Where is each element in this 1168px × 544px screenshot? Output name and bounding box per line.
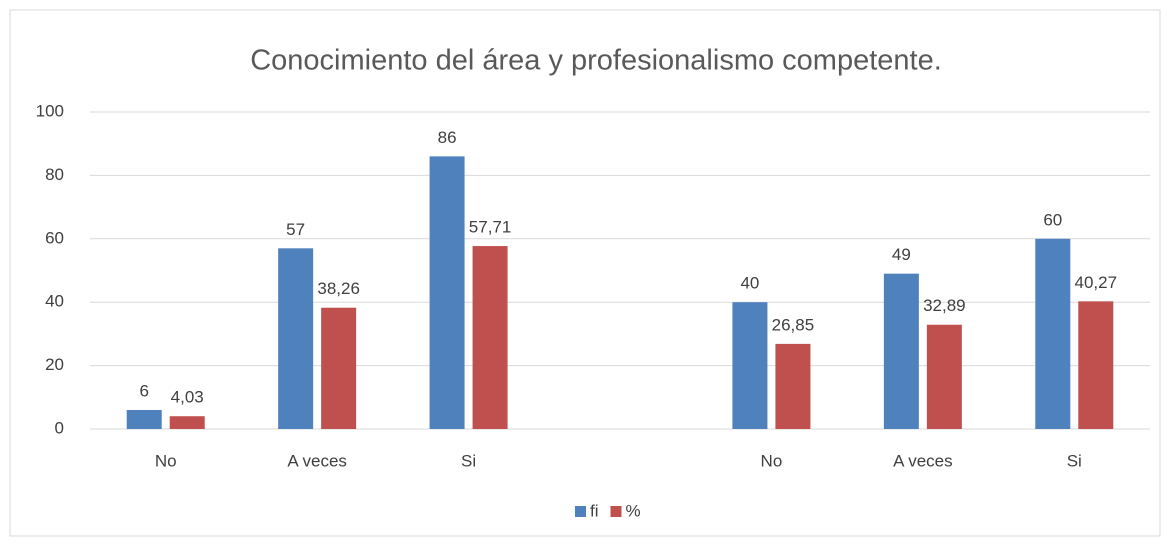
x-tick-label: Si — [1067, 451, 1082, 470]
y-tick-label: 80 — [45, 165, 64, 184]
y-tick-label: 100 — [36, 101, 64, 120]
data-label: 86 — [438, 128, 457, 147]
x-tick-label: A veces — [287, 451, 347, 470]
bar — [472, 246, 508, 429]
data-label: 6 — [139, 381, 148, 400]
chart-border — [9, 9, 1161, 537]
bar — [1035, 238, 1071, 429]
data-label: 57 — [286, 220, 305, 239]
bar — [169, 416, 205, 429]
legend-swatch — [610, 506, 622, 517]
chart-title: Conocimiento del área y profesionalismo … — [250, 45, 942, 77]
data-label: 38,26 — [317, 279, 360, 298]
y-tick-label: 40 — [45, 292, 64, 311]
bar — [429, 156, 465, 429]
bar — [775, 343, 811, 429]
bar — [278, 248, 314, 429]
bar — [732, 302, 768, 429]
data-label: 4,03 — [171, 388, 204, 407]
data-label: 57,71 — [469, 218, 512, 237]
x-tick-label: No — [761, 451, 783, 470]
data-label: 40 — [740, 274, 759, 293]
legend-label: % — [626, 501, 641, 520]
data-label: 49 — [892, 245, 911, 264]
x-tick-label: No — [155, 451, 177, 470]
x-tick-label: A veces — [893, 451, 953, 470]
bar — [883, 273, 919, 429]
y-tick-label: 60 — [45, 228, 64, 247]
x-tick-label: Si — [461, 451, 476, 470]
bar — [126, 409, 162, 429]
legend-swatch — [575, 506, 586, 517]
data-label: 60 — [1043, 210, 1062, 229]
bar — [1078, 301, 1114, 429]
legend-label: fi — [590, 501, 599, 520]
y-tick-label: 0 — [55, 418, 64, 437]
bar — [926, 324, 962, 429]
bar — [321, 307, 357, 429]
data-label: 40,27 — [1075, 273, 1118, 292]
data-label: 32,89 — [923, 296, 966, 315]
data-label: 26,85 — [772, 315, 815, 334]
y-tick-label: 20 — [45, 355, 64, 374]
